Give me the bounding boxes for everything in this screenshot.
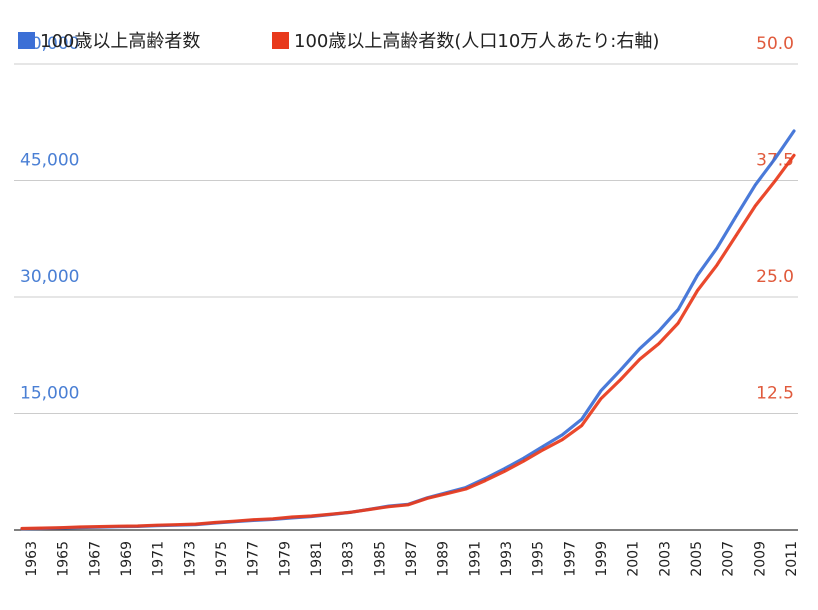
data-point-2: [272, 518, 274, 520]
x-tick-label: 1993: [499, 541, 515, 577]
x-tick-label: 2007: [721, 541, 737, 577]
y-right-tick-label: 12.5: [756, 384, 794, 404]
data-point-2: [387, 505, 390, 508]
data-point-2: [561, 438, 564, 441]
data-point-2: [252, 518, 255, 521]
x-tick-label: 1985: [372, 541, 388, 577]
data-point-2: [735, 234, 737, 237]
y-left-tick-label: 15,000: [20, 384, 79, 404]
data-point-2: [677, 322, 679, 324]
legend-swatch: [18, 32, 35, 49]
x-tick-label: 1991: [467, 541, 483, 577]
data-point-1: [600, 389, 602, 392]
x-tick-label: 1999: [594, 541, 610, 577]
data-point-2: [619, 379, 622, 381]
data-point-2: [600, 397, 602, 400]
y-left-tick-label: 45,000: [20, 151, 79, 171]
data-point-2: [59, 526, 62, 529]
x-tick-label: 1983: [341, 541, 357, 577]
x-tick-label: 1989: [436, 541, 452, 577]
data-point-2: [194, 523, 197, 525]
data-point-2: [98, 525, 100, 528]
series-line-2: [20, 153, 796, 531]
x-tick-label: 1977: [246, 541, 262, 577]
data-point-2: [793, 154, 795, 157]
data-point-2: [21, 527, 23, 530]
data-point-1: [542, 445, 544, 448]
data-point-1: [716, 247, 718, 250]
x-tick-label: 1963: [24, 541, 40, 577]
data-point-2: [79, 526, 81, 528]
data-point-1: [580, 418, 583, 421]
series-line-1: [20, 129, 796, 531]
x-tick-label: 2001: [626, 541, 642, 577]
data-point-1: [773, 158, 776, 160]
data-point-1: [696, 274, 699, 277]
data-point-2: [445, 492, 448, 495]
data-point-2: [368, 508, 371, 511]
data-point-2: [484, 479, 487, 482]
y-left-tick-label: 30,000: [20, 267, 79, 287]
data-point-2: [233, 520, 236, 522]
data-point-2: [523, 460, 525, 462]
data-point-2: [638, 358, 641, 361]
x-tick-label: 2005: [689, 541, 705, 577]
data-point-2: [291, 516, 294, 518]
data-point-2: [137, 525, 139, 527]
x-tick-label: 1981: [309, 541, 325, 577]
x-tick-label: 2003: [657, 541, 673, 577]
data-point-1: [735, 215, 737, 217]
data-point-2: [349, 511, 351, 514]
data-point-1: [754, 184, 757, 186]
data-point-2: [580, 424, 583, 427]
data-point-2: [407, 504, 409, 506]
data-point-2: [310, 515, 313, 517]
data-point-1: [523, 457, 525, 459]
data-point-2: [716, 264, 718, 267]
data-point-2: [503, 470, 506, 473]
data-point-1: [503, 467, 506, 470]
legend-label: 100歳以上高齢者数: [40, 31, 200, 52]
data-point-2: [175, 523, 178, 526]
data-point-2: [156, 524, 158, 526]
x-tick-label: 1971: [151, 541, 167, 577]
data-point-1: [677, 308, 679, 311]
data-point-2: [542, 449, 544, 451]
y-right-tick-label: 50.0: [756, 34, 794, 54]
data-point-2: [658, 342, 660, 345]
data-point-2: [117, 525, 120, 527]
data-point-2: [773, 180, 776, 183]
legend-swatch: [272, 32, 289, 49]
data-point-2: [214, 521, 216, 524]
x-tick-label: 1995: [531, 541, 547, 577]
data-point-2: [40, 527, 43, 529]
data-point-2: [754, 204, 757, 207]
x-tick-label: 1973: [182, 541, 198, 577]
y-right-tick-label: 25.0: [756, 267, 794, 287]
x-tick-label: 1979: [277, 541, 293, 577]
x-tick-label: 1975: [214, 541, 230, 577]
data-point-1: [638, 348, 641, 350]
data-point-1: [561, 434, 564, 436]
x-tick-label: 1969: [119, 541, 135, 577]
x-tick-label: 2011: [784, 541, 800, 577]
data-point-2: [330, 513, 332, 515]
x-tick-label: 2009: [752, 541, 768, 577]
data-point-2: [426, 497, 429, 500]
x-tick-label: 1987: [404, 541, 420, 577]
data-point-1: [658, 330, 660, 332]
data-point-1: [619, 369, 622, 372]
x-tick-label: 1965: [56, 541, 72, 577]
data-point-2: [465, 488, 467, 490]
data-point-2: [696, 289, 699, 292]
x-tick-label: 1967: [87, 541, 103, 577]
legend-label: 100歳以上高齢者数(人口10万人あたり:右軸): [294, 31, 659, 52]
data-point-1: [793, 130, 795, 132]
x-tick-label: 1997: [562, 541, 578, 577]
